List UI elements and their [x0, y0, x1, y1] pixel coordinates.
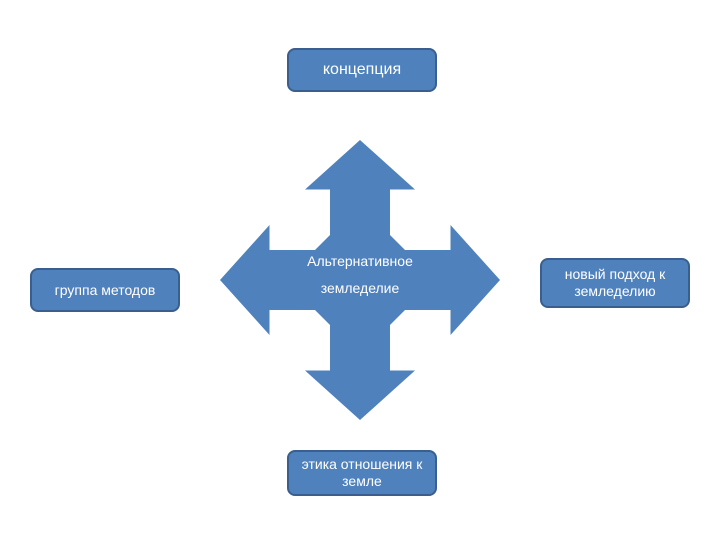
center-label: Альтернативное земледелие: [290, 248, 430, 301]
diagram-canvas: Альтернативное земледелие концепция груп…: [0, 0, 720, 540]
